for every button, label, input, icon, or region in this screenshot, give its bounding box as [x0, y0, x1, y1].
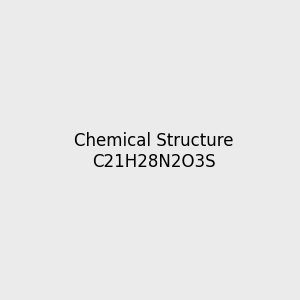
Text: Chemical Structure
C21H28N2O3S: Chemical Structure C21H28N2O3S [74, 132, 233, 171]
